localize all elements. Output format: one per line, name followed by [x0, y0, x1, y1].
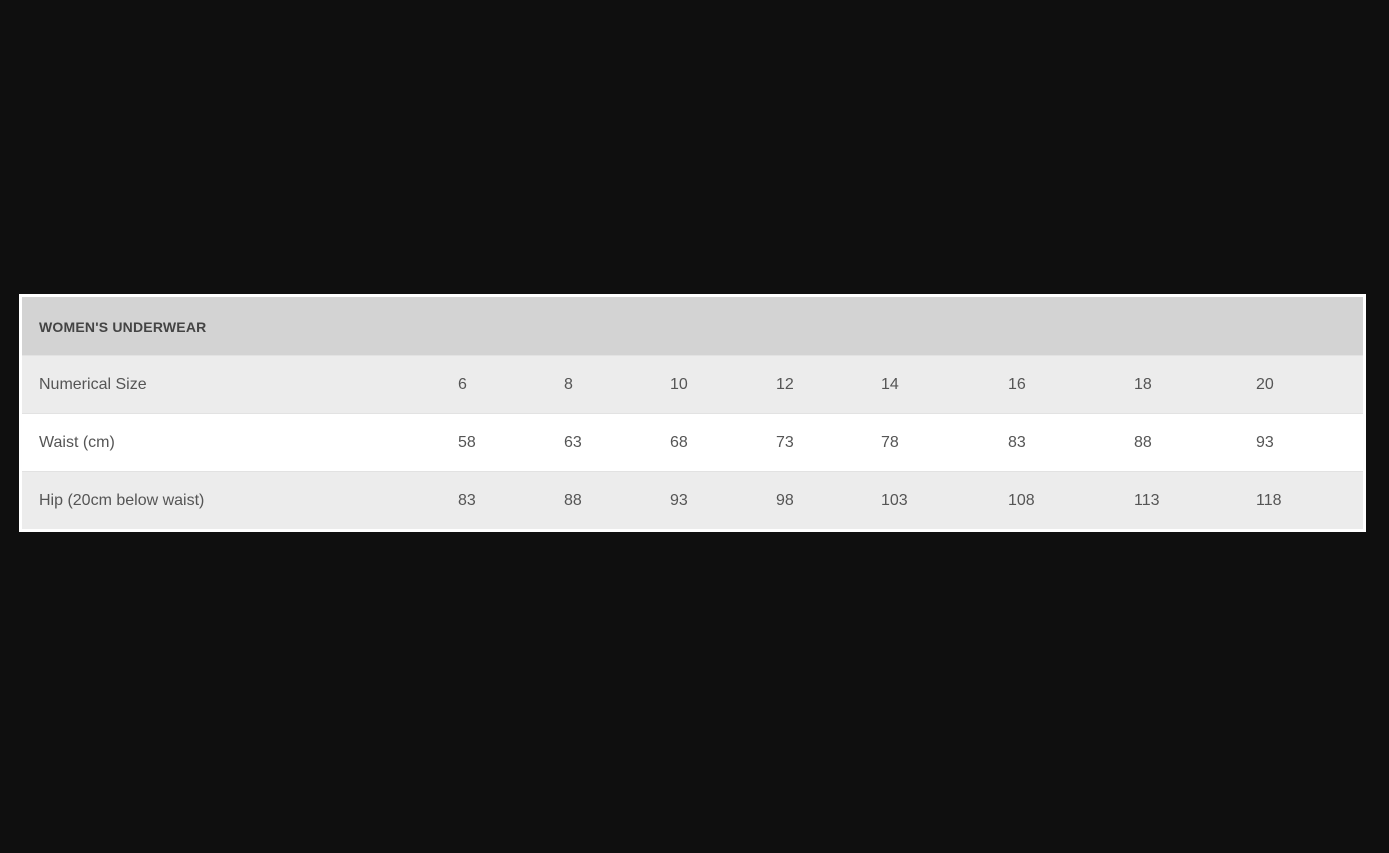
- table-cell: 8: [564, 376, 573, 393]
- table-cell: 83: [1008, 434, 1026, 451]
- table-cell: 108: [1008, 492, 1035, 509]
- table-cell: 98: [776, 492, 794, 509]
- table-cell: 18: [1134, 376, 1152, 393]
- size-chart-table: WOMEN'S UNDERWEAR Numerical Size 6 8 10 12 14…: [19, 294, 1366, 532]
- table-header: WOMEN'S UNDERWEAR: [22, 297, 1363, 355]
- table-row: Numerical Size 6 8 10 12 14 16 18 20: [22, 355, 1363, 413]
- table-cell: 118: [1256, 492, 1282, 509]
- row-label: Numerical Size: [39, 376, 147, 393]
- table-cell: 16: [1008, 376, 1026, 393]
- table-cell: 93: [1256, 434, 1274, 451]
- table-title: WOMEN'S UNDERWEAR: [39, 319, 207, 335]
- row-label: Waist (cm): [39, 434, 115, 451]
- table-cell: 58: [458, 434, 476, 451]
- table-row: Waist (cm) 58 63 68 73 78 83 88 93: [22, 413, 1363, 471]
- table-cell: 20: [1256, 376, 1274, 393]
- table-cell: 12: [776, 376, 794, 393]
- table-cell: 73: [776, 434, 794, 451]
- table-row: Hip (20cm below waist) 83 88 93 98 103 108 113 1…: [22, 471, 1363, 529]
- table-cell: 83: [458, 492, 476, 509]
- table-cell: 68: [670, 434, 688, 451]
- table-cell: 113: [1134, 492, 1160, 509]
- table-cell: 63: [564, 434, 582, 451]
- table-cell: 10: [670, 376, 688, 393]
- table-cell: 14: [881, 376, 899, 393]
- row-label: Hip (20cm below waist): [39, 492, 205, 509]
- table-cell: 88: [564, 492, 582, 509]
- table-cell: 78: [881, 434, 899, 451]
- table-cell: 103: [881, 492, 908, 509]
- table-cell: 6: [458, 376, 467, 393]
- table-cell: 88: [1134, 434, 1152, 451]
- table-cell: 93: [670, 492, 688, 509]
